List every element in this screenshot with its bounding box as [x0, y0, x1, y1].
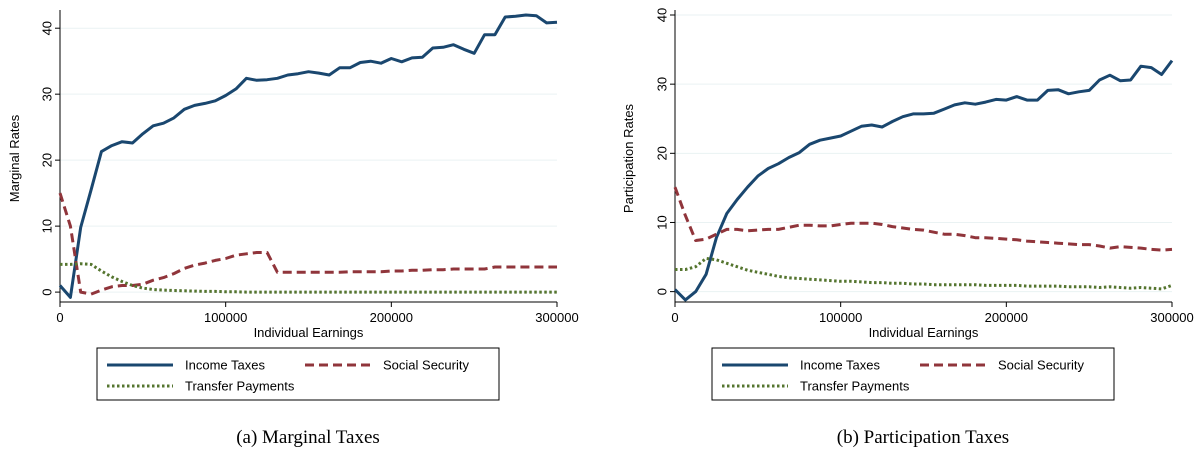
- legend-label-social: Social Security: [998, 358, 1084, 373]
- chart-panel-b: 0 10 20 30 40 0 100000 200000 300000 Individual E…: [621, 8, 1194, 448]
- legend-box: [96, 347, 500, 401]
- legend: Income Taxes Social Security Transfer Paym…: [96, 347, 500, 401]
- x-tick-label: 200000: [985, 310, 1028, 325]
- x-axis-label: Individual Earnings: [254, 325, 364, 340]
- y-axis-label: Marginal Rates: [7, 114, 22, 202]
- y-tick-label: 30: [654, 77, 669, 91]
- x-tick-label: 300000: [535, 310, 578, 325]
- y-tick-label: 20: [39, 153, 54, 167]
- legend-label-income: Income Taxes: [800, 358, 880, 373]
- y-tick-label: 10: [654, 215, 669, 229]
- chart-panel-a: 0 10 20 30 40 0 100000 200000 300000 Individual E…: [7, 10, 579, 448]
- x-tick-label: 100000: [204, 310, 247, 325]
- series-line-social: [58, 192, 557, 296]
- x-tick-label: 0: [56, 310, 63, 325]
- y-tick-label: 0: [39, 288, 54, 295]
- x-tick-label: 100000: [819, 310, 862, 325]
- series-line-income: [58, 13, 558, 299]
- x-tick-label: 300000: [1150, 310, 1193, 325]
- legend-label-transfer: Transfer Payments: [800, 379, 910, 394]
- figure-caption: (a) Marginal Taxes: [236, 427, 380, 448]
- series-line-income: [673, 59, 1174, 302]
- legend-label-transfer: Transfer Payments: [185, 379, 295, 394]
- figure-caption: (b) Participation Taxes: [837, 427, 1009, 448]
- series-line-transfer: [675, 256, 1173, 291]
- y-tick-label: 40: [654, 8, 669, 22]
- x-axis-label: Individual Earnings: [869, 325, 979, 340]
- y-tick-label: 0: [654, 288, 669, 295]
- legend-box: [711, 347, 1115, 401]
- series-line-social: [673, 186, 1173, 252]
- legend-label-social: Social Security: [383, 358, 469, 373]
- legend-label-income: Income Taxes: [185, 358, 265, 373]
- y-axis-label: Participation Rates: [621, 103, 636, 213]
- legend: Income Taxes Social Security Transfer Paym…: [711, 347, 1115, 401]
- x-tick-label: 200000: [370, 310, 413, 325]
- x-tick-label: 0: [671, 310, 678, 325]
- y-tick-label: 20: [654, 146, 669, 160]
- y-tick-label: 30: [39, 87, 54, 101]
- y-tick-label: 10: [39, 219, 54, 233]
- y-tick-label: 40: [39, 21, 54, 35]
